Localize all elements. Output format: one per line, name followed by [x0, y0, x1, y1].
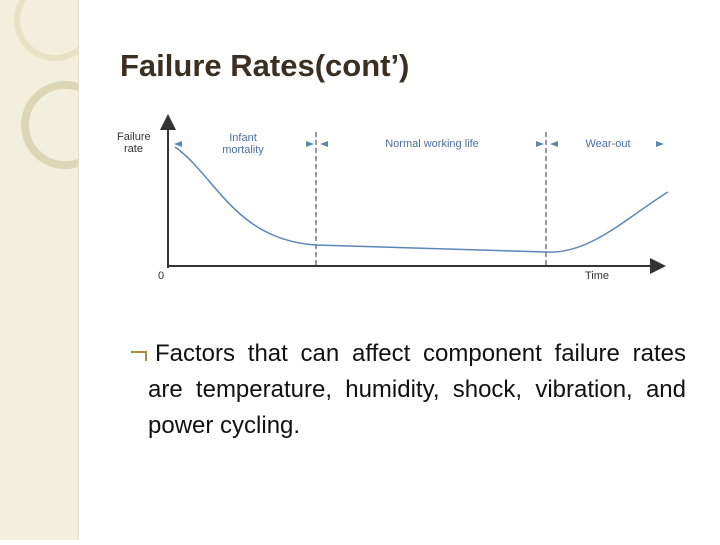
region-label: Normal working life	[385, 138, 479, 150]
side-strip	[0, 0, 109, 540]
bullet-mark	[131, 351, 147, 361]
region-label: Wear-out	[585, 138, 630, 150]
slide-title: Failure Rates(cont’)	[120, 48, 410, 83]
curve	[174, 146, 669, 253]
region-arrows	[174, 141, 664, 147]
origin-label: 0	[158, 270, 164, 282]
region-label: Infant mortality	[222, 132, 264, 156]
bullet-text: Factors that can affect component failur…	[148, 340, 686, 439]
bathtub-diagram: Failure rate 0 Time Infant mortality Norma…	[117, 114, 669, 282]
y-axis-label: Failure rate	[117, 131, 151, 155]
x-axis-label: Time	[585, 270, 609, 282]
